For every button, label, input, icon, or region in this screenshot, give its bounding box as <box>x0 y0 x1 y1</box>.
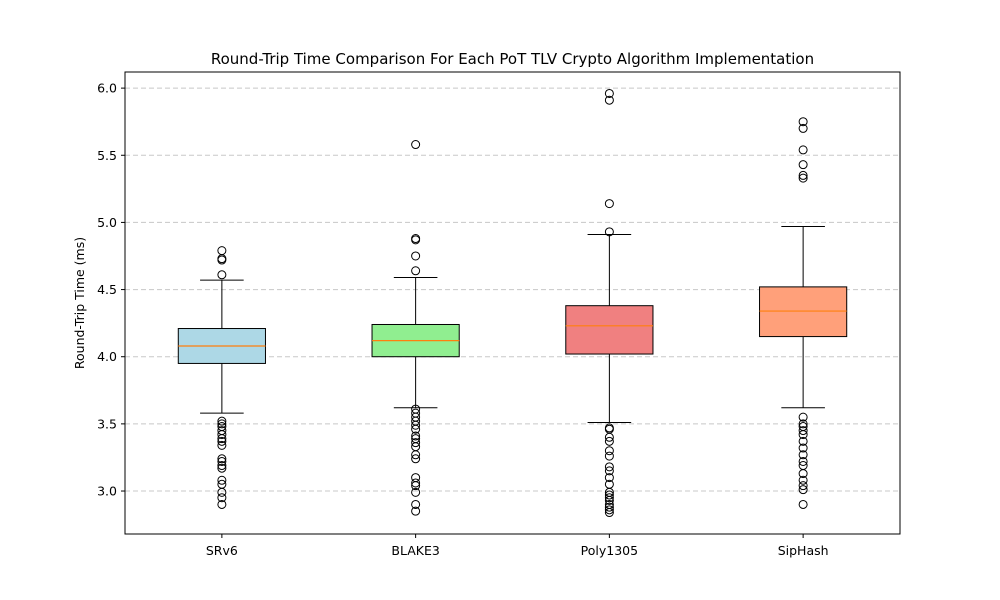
y-tick-label: 5.0 <box>97 215 117 230</box>
x-axis-ticks: SRv6 BLAKE3 Poly1305 SipHash <box>206 534 829 558</box>
outlier-point <box>217 456 227 466</box>
outlier-point <box>411 420 421 430</box>
outlier-point <box>217 430 227 440</box>
outlier-point <box>798 499 808 509</box>
outlier-point <box>604 490 614 500</box>
outlier-point <box>411 235 421 245</box>
outlier-point <box>411 481 421 491</box>
grid-lines <box>125 87 900 492</box>
outlier-point <box>604 493 614 503</box>
outlier-point <box>411 438 421 448</box>
outlier-point <box>217 270 227 280</box>
outlier-point <box>798 173 808 183</box>
outlier-point <box>604 451 614 461</box>
outlier-point <box>604 495 614 505</box>
outlier-point <box>217 493 227 503</box>
outlier-point <box>798 481 808 491</box>
outlier-point <box>798 117 808 127</box>
y-tick-label: 3.0 <box>97 484 117 499</box>
outlier-point <box>604 508 614 518</box>
outlier-point <box>798 145 808 155</box>
outlier-point <box>411 478 421 488</box>
outlier-point <box>798 412 808 422</box>
plot-frame <box>124 71 901 535</box>
outlier-point <box>217 487 227 497</box>
outlier-point <box>217 440 227 450</box>
y-axis-label: Round-Trip Time (ms) <box>72 237 87 369</box>
x-tick-label: SipHash <box>778 543 829 558</box>
outlier-point <box>604 502 614 512</box>
outlier-point <box>798 426 808 436</box>
box-group-srv6 <box>177 246 266 509</box>
outlier-point <box>411 140 421 150</box>
outlier-point <box>217 419 227 429</box>
boxes <box>177 88 848 518</box>
outlier-point <box>798 475 808 485</box>
outlier-point <box>411 506 421 516</box>
outlier-point <box>604 466 614 476</box>
box-group-blake3 <box>371 140 460 516</box>
x-tick-label: Poly1305 <box>581 543 638 558</box>
outlier-point <box>798 419 808 429</box>
y-tick-label: 6.0 <box>97 81 117 96</box>
outlier-point <box>798 450 808 460</box>
outlier-point <box>217 454 227 464</box>
outlier-point <box>411 450 421 460</box>
outlier-point <box>798 430 808 440</box>
box-group-siphash <box>759 117 848 509</box>
outlier-point <box>604 473 614 483</box>
outlier-point <box>604 505 614 515</box>
outlier-point <box>604 432 614 442</box>
outlier-point <box>411 266 421 276</box>
box-iqr <box>759 286 848 338</box>
outlier-point <box>798 160 808 170</box>
x-tick-label: BLAKE3 <box>391 543 439 558</box>
outlier-point <box>798 469 808 479</box>
outlier-point <box>217 499 227 509</box>
y-tick-label: 3.5 <box>97 416 117 431</box>
outlier-point <box>217 436 227 446</box>
outlier-point <box>604 88 614 98</box>
chart-title: Round-Trip Time Comparison For Each PoT … <box>211 50 814 68</box>
outlier-point <box>604 199 614 209</box>
outlier-point <box>411 499 421 509</box>
outlier-point <box>798 123 808 133</box>
outlier-point <box>411 487 421 497</box>
outlier-point <box>798 443 808 453</box>
outlier-point <box>798 456 808 466</box>
outlier-point <box>217 475 227 485</box>
outlier-point <box>411 251 421 261</box>
outlier-point <box>217 434 227 444</box>
outlier-point <box>217 463 227 473</box>
outlier-point <box>798 170 808 180</box>
outlier-point <box>798 485 808 495</box>
outlier-point <box>411 424 421 434</box>
outlier-point <box>217 246 227 256</box>
box-group-poly1305 <box>565 88 654 518</box>
box-iqr <box>565 305 654 355</box>
outlier-point <box>604 95 614 105</box>
outlier-point <box>217 416 227 426</box>
outlier-point <box>411 431 421 441</box>
y-axis-ticks: 3.0 3.5 4.0 4.5 5.0 5.5 6.0 <box>97 81 125 499</box>
y-tick-label: 4.0 <box>97 349 117 364</box>
outlier-point <box>217 255 227 265</box>
outlier-point <box>798 436 808 446</box>
outlier-point <box>604 462 614 472</box>
y-tick-label: 5.5 <box>97 148 117 163</box>
outlier-point <box>604 227 614 237</box>
x-tick-label: SRv6 <box>206 543 238 558</box>
outlier-point <box>604 446 614 456</box>
outlier-point <box>217 461 227 471</box>
y-tick-label: 4.5 <box>97 282 117 297</box>
outlier-point <box>604 436 614 446</box>
outlier-point <box>411 454 421 464</box>
